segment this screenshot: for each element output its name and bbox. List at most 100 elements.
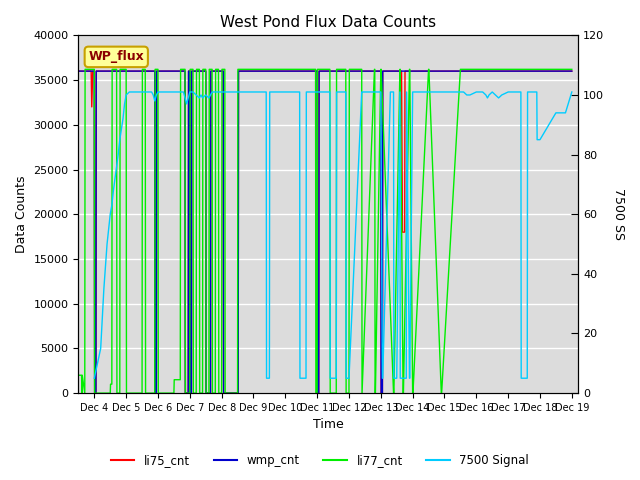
li75_cnt <box>151 390 159 396</box>
wmp_cnt <box>90 68 98 74</box>
li75_cnt <box>92 390 100 396</box>
Line: 7500 Signal: 7500 Signal <box>94 92 572 378</box>
Y-axis label: Data Counts: Data Counts <box>15 176 28 253</box>
li75_cnt <box>92 68 100 74</box>
li75_cnt <box>235 68 243 74</box>
wmp_cnt <box>182 390 189 396</box>
li75_cnt <box>181 68 189 74</box>
wmp_cnt <box>316 68 323 74</box>
li77_cnt <box>218 390 225 396</box>
wmp_cnt <box>75 68 83 74</box>
wmp_cnt <box>188 68 196 74</box>
wmp_cnt <box>92 390 100 396</box>
li75_cnt <box>185 68 193 74</box>
7500 Signal <box>122 92 130 98</box>
wmp_cnt <box>181 68 189 74</box>
wmp_cnt <box>186 68 194 74</box>
li77_cnt <box>568 66 575 72</box>
Line: li77_cnt: li77_cnt <box>79 69 572 393</box>
7500 Signal <box>562 110 570 116</box>
wmp_cnt <box>314 390 321 396</box>
li75_cnt <box>568 68 575 74</box>
wmp_cnt <box>202 390 210 396</box>
li77_cnt <box>170 390 178 396</box>
li75_cnt <box>220 390 227 396</box>
li75_cnt <box>316 68 323 74</box>
7500 Signal <box>93 360 101 366</box>
li77_cnt <box>78 390 86 396</box>
wmp_cnt <box>202 68 209 74</box>
Text: WP_flux: WP_flux <box>88 50 144 63</box>
X-axis label: Time: Time <box>313 419 344 432</box>
Y-axis label: 7500 SS: 7500 SS <box>612 188 625 240</box>
li75_cnt <box>314 68 321 74</box>
Line: li75_cnt: li75_cnt <box>79 71 572 393</box>
wmp_cnt <box>186 390 194 396</box>
li75_cnt <box>90 68 98 74</box>
wmp_cnt <box>377 68 385 74</box>
li75_cnt <box>75 68 83 74</box>
wmp_cnt <box>185 68 193 74</box>
wmp_cnt <box>184 390 192 396</box>
wmp_cnt <box>151 68 159 74</box>
wmp_cnt <box>91 390 99 396</box>
wmp_cnt <box>314 68 321 74</box>
li75_cnt <box>202 390 210 396</box>
wmp_cnt <box>188 390 195 396</box>
li77_cnt <box>372 390 380 396</box>
wmp_cnt <box>234 390 242 396</box>
li77_cnt <box>212 66 220 72</box>
li75_cnt <box>378 390 385 396</box>
li75_cnt <box>182 390 189 396</box>
li77_cnt <box>151 66 159 72</box>
wmp_cnt <box>220 390 227 396</box>
li75_cnt <box>399 229 406 235</box>
li75_cnt <box>377 68 385 74</box>
li75_cnt <box>184 390 192 396</box>
wmp_cnt <box>568 68 575 74</box>
li75_cnt <box>220 68 227 74</box>
li75_cnt <box>234 390 242 396</box>
7500 Signal <box>125 89 133 95</box>
li75_cnt <box>379 390 387 396</box>
li75_cnt <box>401 229 408 235</box>
wmp_cnt <box>235 68 243 74</box>
li75_cnt <box>188 68 196 74</box>
li75_cnt <box>89 68 97 74</box>
li75_cnt <box>186 390 194 396</box>
li75_cnt <box>207 390 214 396</box>
li75_cnt <box>397 68 405 74</box>
wmp_cnt <box>207 390 214 396</box>
li75_cnt <box>91 390 99 396</box>
wmp_cnt <box>151 390 159 396</box>
7500 Signal <box>409 89 417 95</box>
li75_cnt <box>152 390 160 396</box>
li75_cnt <box>401 68 409 74</box>
7500 Signal <box>90 375 98 381</box>
wmp_cnt <box>207 68 214 74</box>
li75_cnt <box>207 68 214 74</box>
7500 Signal <box>412 89 420 95</box>
wmp_cnt <box>152 390 160 396</box>
wmp_cnt <box>379 390 387 396</box>
li75_cnt <box>151 68 159 74</box>
7500 Signal <box>282 89 289 95</box>
7500 Signal <box>568 89 575 95</box>
Line: wmp_cnt: wmp_cnt <box>79 71 572 393</box>
li75_cnt <box>87 68 95 74</box>
li75_cnt <box>153 68 161 74</box>
wmp_cnt <box>153 68 161 74</box>
Legend: li75_cnt, wmp_cnt, li77_cnt, 7500 Signal: li75_cnt, wmp_cnt, li77_cnt, 7500 Signal <box>106 449 534 472</box>
li75_cnt <box>314 390 321 396</box>
li75_cnt <box>379 68 387 74</box>
wmp_cnt <box>315 390 323 396</box>
wmp_cnt <box>220 68 227 74</box>
li75_cnt <box>202 68 209 74</box>
li75_cnt <box>186 68 194 74</box>
Title: West Pond Flux Data Counts: West Pond Flux Data Counts <box>220 15 436 30</box>
li75_cnt <box>188 390 195 396</box>
wmp_cnt <box>378 390 385 396</box>
wmp_cnt <box>379 68 387 74</box>
li77_cnt <box>81 66 89 72</box>
li75_cnt <box>88 104 95 110</box>
